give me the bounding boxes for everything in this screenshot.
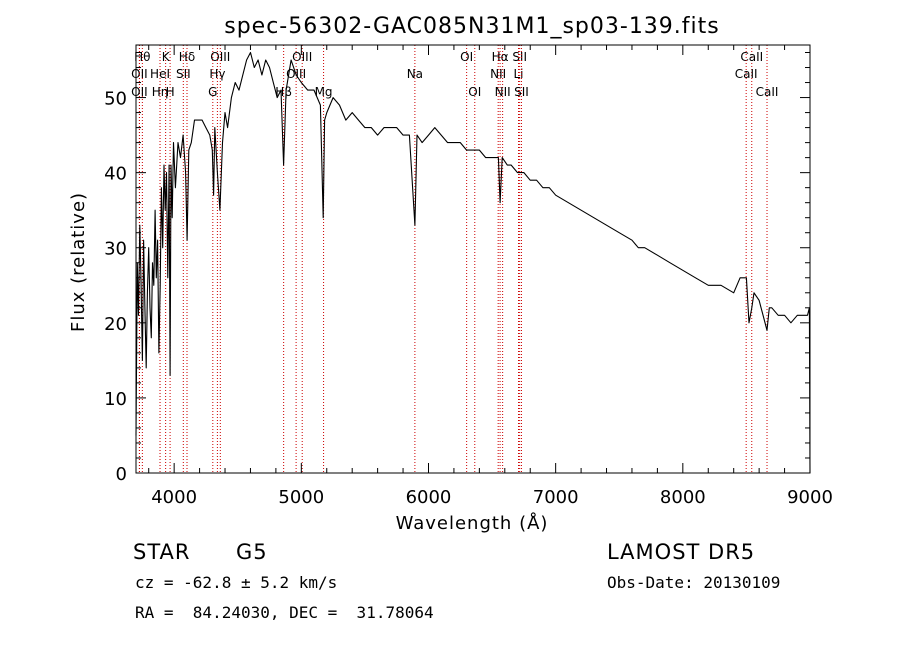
marker-label-4: K (162, 50, 171, 64)
survey-name: LAMOST DR5 (607, 540, 756, 564)
marker-label-7: Hδ (179, 50, 195, 64)
marker-label-27: CaII (756, 85, 779, 99)
marker-label-6: H (166, 85, 175, 99)
x-axis-label: Wavelength (Å) (396, 512, 549, 534)
x-tick-label-2: 6000 (406, 487, 452, 508)
y-axis-label: Flux (relative) (68, 192, 89, 332)
y-tick-label-3: 30 (104, 239, 127, 260)
spectrum-series (135, 51, 811, 474)
marker-label-11: G (208, 85, 217, 99)
marker-label-19: Hα (492, 50, 509, 64)
y-tick-label-4: 40 (104, 164, 127, 185)
marker-label-17: OI (460, 50, 473, 64)
marker-label-20: NII (490, 67, 506, 81)
marker-label-12: OIII (292, 50, 312, 64)
marker-label-3: Hη (152, 85, 169, 99)
marker-label-5: HeI (150, 67, 170, 81)
marker-label-24: SII (514, 85, 529, 99)
x-tick-label-3: 7000 (533, 487, 579, 508)
spectrum-line-0 (135, 51, 811, 474)
marker-label-15: Mg (315, 85, 333, 99)
marker-label-2: OII (131, 85, 148, 99)
marker-label-10: Hγ (209, 67, 225, 81)
y-tick-label-5: 50 (104, 89, 127, 110)
marker-label-23: Li (514, 67, 524, 81)
axis-ticks: 4000 5000 6000 7000 8000 9000 0 10 20 30 40 50 (104, 45, 833, 508)
marker-label-18: OI (468, 85, 481, 99)
object-class: STAR (133, 540, 191, 564)
y-tick-label-2: 20 (104, 314, 127, 335)
x-tick-label-0: 4000 (151, 487, 197, 508)
marker-label-25: CaII (740, 50, 763, 64)
marker-label-21: NII (495, 85, 511, 99)
coordinates: RA = 84.24030, DEC = 31.78064 (135, 603, 434, 622)
marker-label-22: SII (512, 50, 527, 64)
marker-label-0: Hθ (134, 50, 150, 64)
redshift-velocity: cz = -62.8 ± 5.2 km/s (135, 573, 338, 592)
x-tick-label-5: 9000 (787, 487, 833, 508)
observation-date: Obs-Date: 20130109 (607, 573, 781, 592)
x-tick-label-4: 8000 (660, 487, 706, 508)
marker-label-8: SII (176, 67, 191, 81)
marker-label-14: Hβ (275, 85, 292, 99)
y-tick-label-0: 0 (116, 464, 127, 485)
marker-label-1: OII (131, 67, 148, 81)
marker-label-26: CaII (735, 67, 758, 81)
y-tick-label-1: 10 (104, 389, 127, 410)
plot-frame (135, 44, 811, 474)
marker-label-16: Na (407, 67, 423, 81)
object-subclass: G5 (236, 540, 268, 564)
chart-title: spec-56302-GAC085N31M1_sp03-139.fits (224, 14, 720, 39)
x-tick-label-1: 5000 (278, 487, 324, 508)
marker-label-9: OIII (210, 50, 230, 64)
